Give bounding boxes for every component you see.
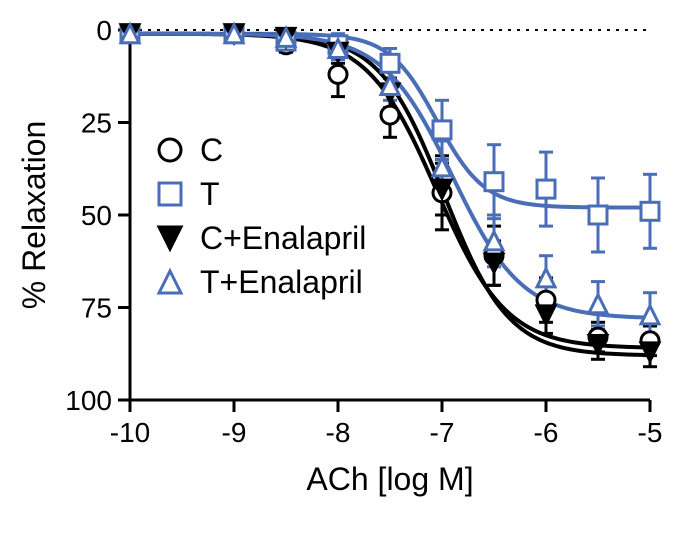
legend-label: C xyxy=(200,132,223,168)
y-axis-label: % Relaxation xyxy=(16,121,52,310)
legend-label: T+Enalapril xyxy=(200,264,363,300)
legend-item-C: C xyxy=(159,132,223,168)
legend-item-CE: C+Enalapril xyxy=(159,220,366,256)
y-tick-label: 75 xyxy=(81,293,112,324)
dose-response-chart: -10 -9 -8 -7 -6 -5 0 25 50 75 100 ACh [log M] % Rela… xyxy=(0,0,697,539)
x-tick-label: -6 xyxy=(534,417,559,448)
x-tick-label: -10 xyxy=(110,417,150,448)
legend-item-T: T xyxy=(159,176,220,212)
x-tick-label: -7 xyxy=(430,417,455,448)
y-tick-label: 0 xyxy=(96,15,112,46)
y-tick-label: 100 xyxy=(65,385,112,416)
x-tick-label: -5 xyxy=(638,417,663,448)
y-tick-label: 25 xyxy=(81,108,112,139)
y-tick-label: 50 xyxy=(81,200,112,231)
x-tick-label: -8 xyxy=(326,417,351,448)
legend-label: T xyxy=(200,176,220,212)
legend-item-TE: T+Enalapril xyxy=(159,264,363,300)
x-axis-label: ACh [log M] xyxy=(306,461,473,497)
x-tick-label: -9 xyxy=(222,417,247,448)
legend-label: C+Enalapril xyxy=(200,220,366,256)
